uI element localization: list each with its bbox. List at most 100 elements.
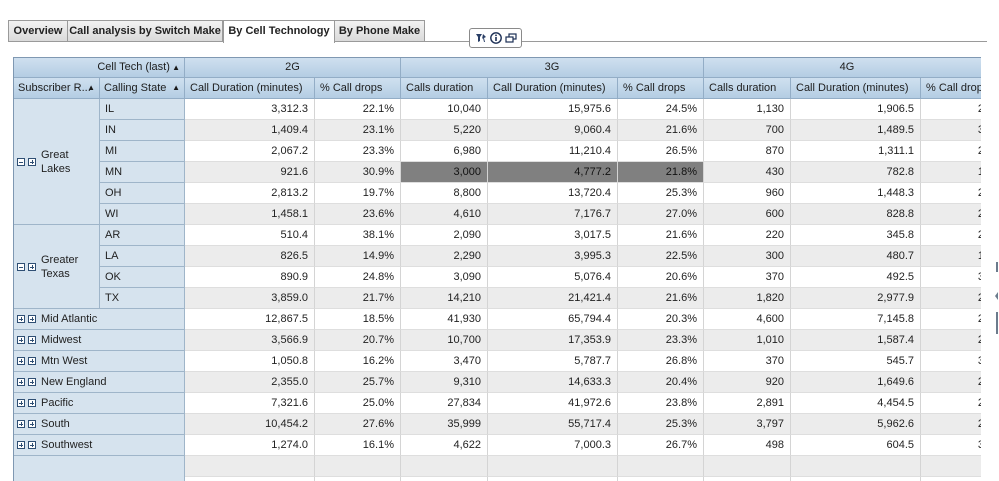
value-cell[interactable]: 828.8 xyxy=(791,204,921,225)
value-cell[interactable]: 24.5% xyxy=(618,99,704,120)
expand-icon[interactable] xyxy=(28,441,36,449)
value-cell[interactable]: 20.7% xyxy=(315,330,401,351)
value-cell[interactable]: 3 xyxy=(921,435,981,456)
value-cell[interactable]: 25.7% xyxy=(315,372,401,393)
subscriber-region-cell[interactable]: Great Lakes xyxy=(14,99,100,225)
measure-header[interactable]: % Call drops xyxy=(618,78,704,99)
measure-header[interactable]: % Call drops xyxy=(315,78,401,99)
value-cell[interactable]: 20.6% xyxy=(618,267,704,288)
filter-pin-icon[interactable] xyxy=(474,32,487,45)
calling-state-cell[interactable]: IL xyxy=(100,99,185,120)
value-cell[interactable]: 960 xyxy=(704,183,791,204)
value-cell[interactable]: 3,859.0 xyxy=(185,288,315,309)
value-cell[interactable]: 3 xyxy=(921,351,981,372)
value-cell[interactable]: 27.0% xyxy=(618,204,704,225)
value-cell[interactable]: 2 xyxy=(921,372,981,393)
info-icon[interactable] xyxy=(489,32,502,45)
value-cell[interactable]: 5,076.4 xyxy=(488,267,618,288)
subscriber-region-cell[interactable]: Mid Atlantic xyxy=(14,309,185,330)
value-cell[interactable]: 30.9% xyxy=(315,162,401,183)
value-cell[interactable]: 22.5% xyxy=(618,246,704,267)
value-cell[interactable]: 1,649.6 xyxy=(791,372,921,393)
expand-icon[interactable] xyxy=(17,357,25,365)
value-cell[interactable]: 4,610 xyxy=(401,204,488,225)
value-cell[interactable]: 3,566.9 xyxy=(185,330,315,351)
value-cell[interactable]: 21.8% xyxy=(618,162,704,183)
measure-header[interactable]: Calls duration xyxy=(401,78,488,99)
value-cell[interactable]: 26.5% xyxy=(618,141,704,162)
value-cell[interactable]: 27,834 xyxy=(401,393,488,414)
value-cell[interactable]: 13,720.4 xyxy=(488,183,618,204)
value-cell[interactable]: 2,067.2 xyxy=(185,141,315,162)
value-cell[interactable]: 21.6% xyxy=(618,120,704,141)
value-cell[interactable]: 2 xyxy=(921,330,981,351)
value-cell[interactable]: 1,010 xyxy=(704,330,791,351)
value-cell[interactable]: 492.5 xyxy=(791,267,921,288)
column-dimension-header[interactable]: Cell Tech (last) ▲ xyxy=(14,58,185,78)
measure-header[interactable]: Call Duration (minutes) xyxy=(488,78,618,99)
value-cell[interactable]: 2 xyxy=(921,204,981,225)
measure-header[interactable]: Call Duration (minutes) xyxy=(791,78,921,99)
calling-state-cell[interactable]: IN xyxy=(100,120,185,141)
value-cell[interactable]: 1,448.3 xyxy=(791,183,921,204)
value-cell[interactable]: 2,891 xyxy=(704,393,791,414)
value-cell[interactable]: 1,050.8 xyxy=(185,351,315,372)
value-cell[interactable]: 35,999 xyxy=(401,414,488,435)
value-cell[interactable]: 345.8 xyxy=(791,225,921,246)
value-cell[interactable]: 27.6% xyxy=(315,414,401,435)
value-cell[interactable]: 26.8% xyxy=(618,351,704,372)
value-cell[interactable]: 23.3% xyxy=(315,141,401,162)
value-cell[interactable]: 3,000 xyxy=(401,162,488,183)
value-cell[interactable]: 870 xyxy=(704,141,791,162)
tech-group-header-2g[interactable]: 2G xyxy=(185,58,401,78)
value-cell[interactable]: 3,312.3 xyxy=(185,99,315,120)
value-cell[interactable]: 3,995.3 xyxy=(488,246,618,267)
value-cell[interactable]: 1 xyxy=(921,162,981,183)
sort-ascending-icon[interactable]: ▲ xyxy=(169,63,180,72)
subscriber-region-cell[interactable]: Southwest xyxy=(14,435,185,456)
value-cell[interactable]: 7,321.6 xyxy=(185,393,315,414)
calling-state-cell[interactable]: AR xyxy=(100,225,185,246)
value-cell[interactable]: 782.8 xyxy=(791,162,921,183)
value-cell[interactable]: 11,210.4 xyxy=(488,141,618,162)
value-cell[interactable]: 1,458.1 xyxy=(185,204,315,225)
value-cell[interactable]: 16.2% xyxy=(315,351,401,372)
value-cell[interactable]: 3,017.5 xyxy=(488,225,618,246)
expand-icon[interactable] xyxy=(17,441,25,449)
sort-ascending-icon[interactable]: ▲ xyxy=(172,83,180,92)
value-cell[interactable]: 14.9% xyxy=(315,246,401,267)
value-cell[interactable]: 15,975.6 xyxy=(488,99,618,120)
sort-ascending-icon[interactable]: ▲ xyxy=(87,83,95,92)
value-cell[interactable]: 1,130 xyxy=(704,99,791,120)
value-cell[interactable]: 2 xyxy=(921,288,981,309)
value-cell[interactable]: 1 xyxy=(921,246,981,267)
value-cell[interactable]: 1,409.4 xyxy=(185,120,315,141)
measure-header[interactable]: % Call drop xyxy=(921,78,981,99)
calling-state-cell[interactable]: WI xyxy=(100,204,185,225)
value-cell[interactable]: 2 xyxy=(921,225,981,246)
subscriber-region-cell[interactable]: Midwest xyxy=(14,330,185,351)
calling-state-cell[interactable]: LA xyxy=(100,246,185,267)
value-cell[interactable]: 23.6% xyxy=(315,204,401,225)
value-cell[interactable]: 25.3% xyxy=(618,414,704,435)
subscriber-region-cell[interactable]: Mtn West xyxy=(14,351,185,372)
calling-state-cell[interactable]: MN xyxy=(100,162,185,183)
value-cell[interactable]: 18.5% xyxy=(315,309,401,330)
value-cell[interactable]: 21.7% xyxy=(315,288,401,309)
value-cell[interactable]: 25.3% xyxy=(618,183,704,204)
value-cell[interactable]: 1,587.4 xyxy=(791,330,921,351)
subscriber-region-cell[interactable]: Pacific xyxy=(14,393,185,414)
value-cell[interactable]: 8,800 xyxy=(401,183,488,204)
value-cell[interactable]: 21,421.4 xyxy=(488,288,618,309)
value-cell[interactable]: 16.1% xyxy=(315,435,401,456)
value-cell[interactable]: 2 xyxy=(921,183,981,204)
value-cell[interactable]: 41,930 xyxy=(401,309,488,330)
expand-icon[interactable] xyxy=(28,262,36,271)
value-cell[interactable]: 220 xyxy=(704,225,791,246)
value-cell[interactable]: 5,220 xyxy=(401,120,488,141)
value-cell[interactable]: 2 xyxy=(921,309,981,330)
value-cell[interactable]: 510.4 xyxy=(185,225,315,246)
expand-icon[interactable] xyxy=(28,378,36,386)
value-cell[interactable]: 7,145.8 xyxy=(791,309,921,330)
value-cell[interactable]: 2,813.2 xyxy=(185,183,315,204)
